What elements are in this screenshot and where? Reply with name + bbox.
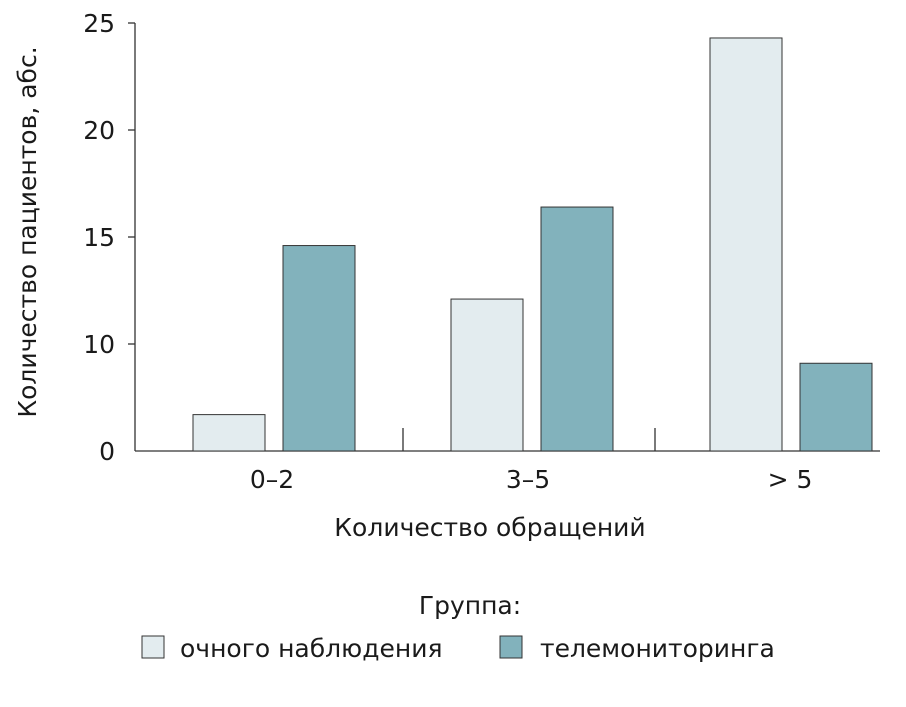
x-tick-label: 0–2 (250, 465, 294, 494)
y-tick-label: 0 (99, 437, 115, 466)
bar-telemonitoring (540, 206, 614, 452)
bar-in-person (192, 414, 266, 452)
legend: очного наблюдения телемониторинга (141, 634, 775, 663)
bar-telemonitoring (282, 245, 356, 452)
bar-telemonitoring (799, 362, 873, 452)
legend-swatch-in-person (141, 635, 165, 659)
bar-in-person (450, 298, 524, 452)
x-tick-label: > 5 (768, 465, 813, 494)
x-axis-label: Количество обращений (334, 513, 645, 542)
legend-label-telemonitoring: телемониторинга (540, 634, 775, 663)
legend-label-in-person: очного наблюдения (180, 634, 443, 663)
x-tick-label: 3–5 (506, 465, 550, 494)
y-tick-label: 25 (83, 9, 115, 38)
y-axis-label: Количество пациентов, абс. (13, 46, 42, 417)
y-tick-label: 20 (83, 116, 115, 145)
y-tick-label: 10 (83, 330, 115, 359)
legend-title: Группа: (419, 591, 521, 620)
bar-in-person (709, 37, 783, 452)
legend-swatch-telemonitoring (499, 635, 523, 659)
y-tick-label: 15 (83, 223, 115, 252)
